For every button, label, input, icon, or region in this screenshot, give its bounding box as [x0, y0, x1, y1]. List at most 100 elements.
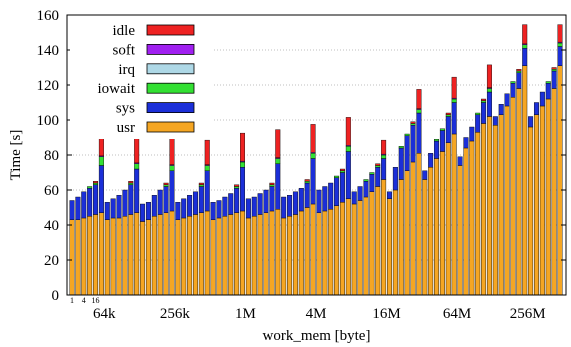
bar-segment-sys [269, 186, 275, 212]
bar-segment-usr [128, 214, 134, 296]
bar-segment-usr [104, 219, 110, 296]
bar-segment-sys [363, 181, 369, 198]
bar-segment-usr [381, 179, 387, 296]
bar-segment-idle [451, 76, 457, 99]
bar-segment-idle [93, 181, 99, 184]
bar-segment-usr [481, 123, 487, 296]
bar-segment-iowait [381, 154, 387, 159]
bar-segment-idle [516, 69, 522, 72]
bar-segment-sys [81, 191, 87, 219]
bar-segment-iowait [475, 112, 481, 115]
bar-segment-idle [169, 138, 175, 165]
y-tick-label: 20 [44, 253, 59, 269]
bar-segment-sys [93, 184, 99, 215]
bar-segment-usr [451, 133, 457, 296]
bar-segment-usr [392, 189, 398, 296]
sub-tick-label: 1 [70, 296, 74, 305]
bar-segment-usr [316, 212, 322, 296]
bar-segment-iowait [304, 181, 310, 184]
bar-segment-sys [392, 167, 398, 191]
y-tick-label: 120 [37, 78, 60, 94]
bar-segment-usr [310, 203, 316, 296]
bar-segment-iowait [204, 165, 210, 171]
bar-segment-usr [545, 98, 551, 296]
bar-segment-iowait [240, 161, 246, 168]
bar-segment-iowait [434, 139, 440, 142]
bar-segment-iowait [339, 170, 345, 173]
bar-segment-iowait [445, 114, 451, 117]
bar-segment-sys [445, 116, 451, 143]
bar-segment-sys [169, 170, 175, 212]
bar-segment-usr [151, 216, 157, 296]
bar-segment-usr [240, 210, 246, 296]
bar-segment-sys [116, 195, 122, 219]
bar-segment-iowait [516, 70, 522, 73]
bar-segment-sys [275, 163, 281, 210]
bar-segment-sys [369, 174, 375, 192]
bar-segment-usr [116, 217, 122, 296]
bar-segment-sys [381, 158, 387, 180]
bar-segment-usr [492, 125, 498, 296]
bar-segment-idle [234, 184, 240, 187]
bar-segment-usr [275, 209, 281, 296]
bar-segment-sys [387, 191, 392, 199]
bar-segment-sys [157, 189, 163, 215]
bar-segment-idle [416, 89, 422, 109]
bar-segment-usr [187, 216, 193, 296]
sub-tick-label: 16 [92, 296, 100, 305]
bar-segment-sys [198, 186, 204, 213]
bar-segment-usr [539, 105, 545, 296]
bar-segment-usr [98, 212, 104, 296]
bar-segment-iowait [510, 81, 516, 84]
bar-segment-sys [486, 91, 492, 117]
x-tick-label: 64M [443, 306, 471, 322]
bar-segment-sys [281, 196, 287, 219]
bar-segment-sys [481, 102, 487, 124]
bar-segment-usr [192, 214, 198, 296]
bar-segment-iowait [439, 128, 445, 131]
bar-segment-sys [245, 198, 251, 219]
bar-segment-usr [222, 216, 228, 296]
bar-segment-iowait [557, 42, 563, 47]
bar-segment-sys [328, 182, 334, 210]
x-tick-label: 1M [235, 306, 256, 322]
bar-segment-usr [281, 217, 287, 296]
bar-segment-idle [345, 117, 351, 146]
bar-segment-iowait [93, 182, 99, 185]
bar-segment-usr [404, 170, 410, 296]
x-tick-label: 16M [372, 306, 400, 322]
bar-segment-sys [204, 170, 210, 212]
bar-segment-usr [328, 209, 334, 296]
bars [69, 24, 563, 296]
bar-segment-sys [181, 198, 187, 219]
bar-segment-usr [292, 214, 298, 296]
bar-segment-sys [292, 191, 298, 215]
x-tick-label: 4M [306, 306, 327, 322]
bar-segment-sys [222, 196, 228, 217]
bar-segment-iowait [269, 184, 275, 187]
bar-segment-iowait [375, 165, 381, 168]
bar-segment-iowait [416, 109, 422, 114]
bar-segment-sys [316, 189, 322, 213]
bar-segment-idle [522, 24, 528, 45]
bar-segment-sys [210, 202, 216, 220]
y-tick-label: 80 [44, 148, 59, 164]
bar-segment-iowait [334, 175, 340, 178]
bar-segment-sys [434, 140, 440, 159]
bar-segment-usr [287, 216, 293, 296]
bar-segment-sys [339, 172, 345, 203]
bar-segment-iowait [551, 69, 557, 72]
bar-segment-usr [516, 88, 522, 296]
bar-segment-usr [363, 196, 369, 296]
bar-segment-sys [416, 112, 422, 154]
bar-segment-usr [457, 165, 463, 296]
bar-segment-usr [181, 217, 187, 296]
bar-segment-iowait [369, 172, 375, 175]
bar-segment-idle [481, 98, 487, 101]
bar-segment-usr [157, 214, 163, 296]
legend: idle soft irq iowait sys usr [70, 17, 212, 139]
bar-segment-sys [457, 156, 463, 166]
bar-segment-usr [298, 210, 304, 296]
bar-segment-idle [410, 121, 416, 124]
bar-segment-usr [357, 200, 363, 296]
